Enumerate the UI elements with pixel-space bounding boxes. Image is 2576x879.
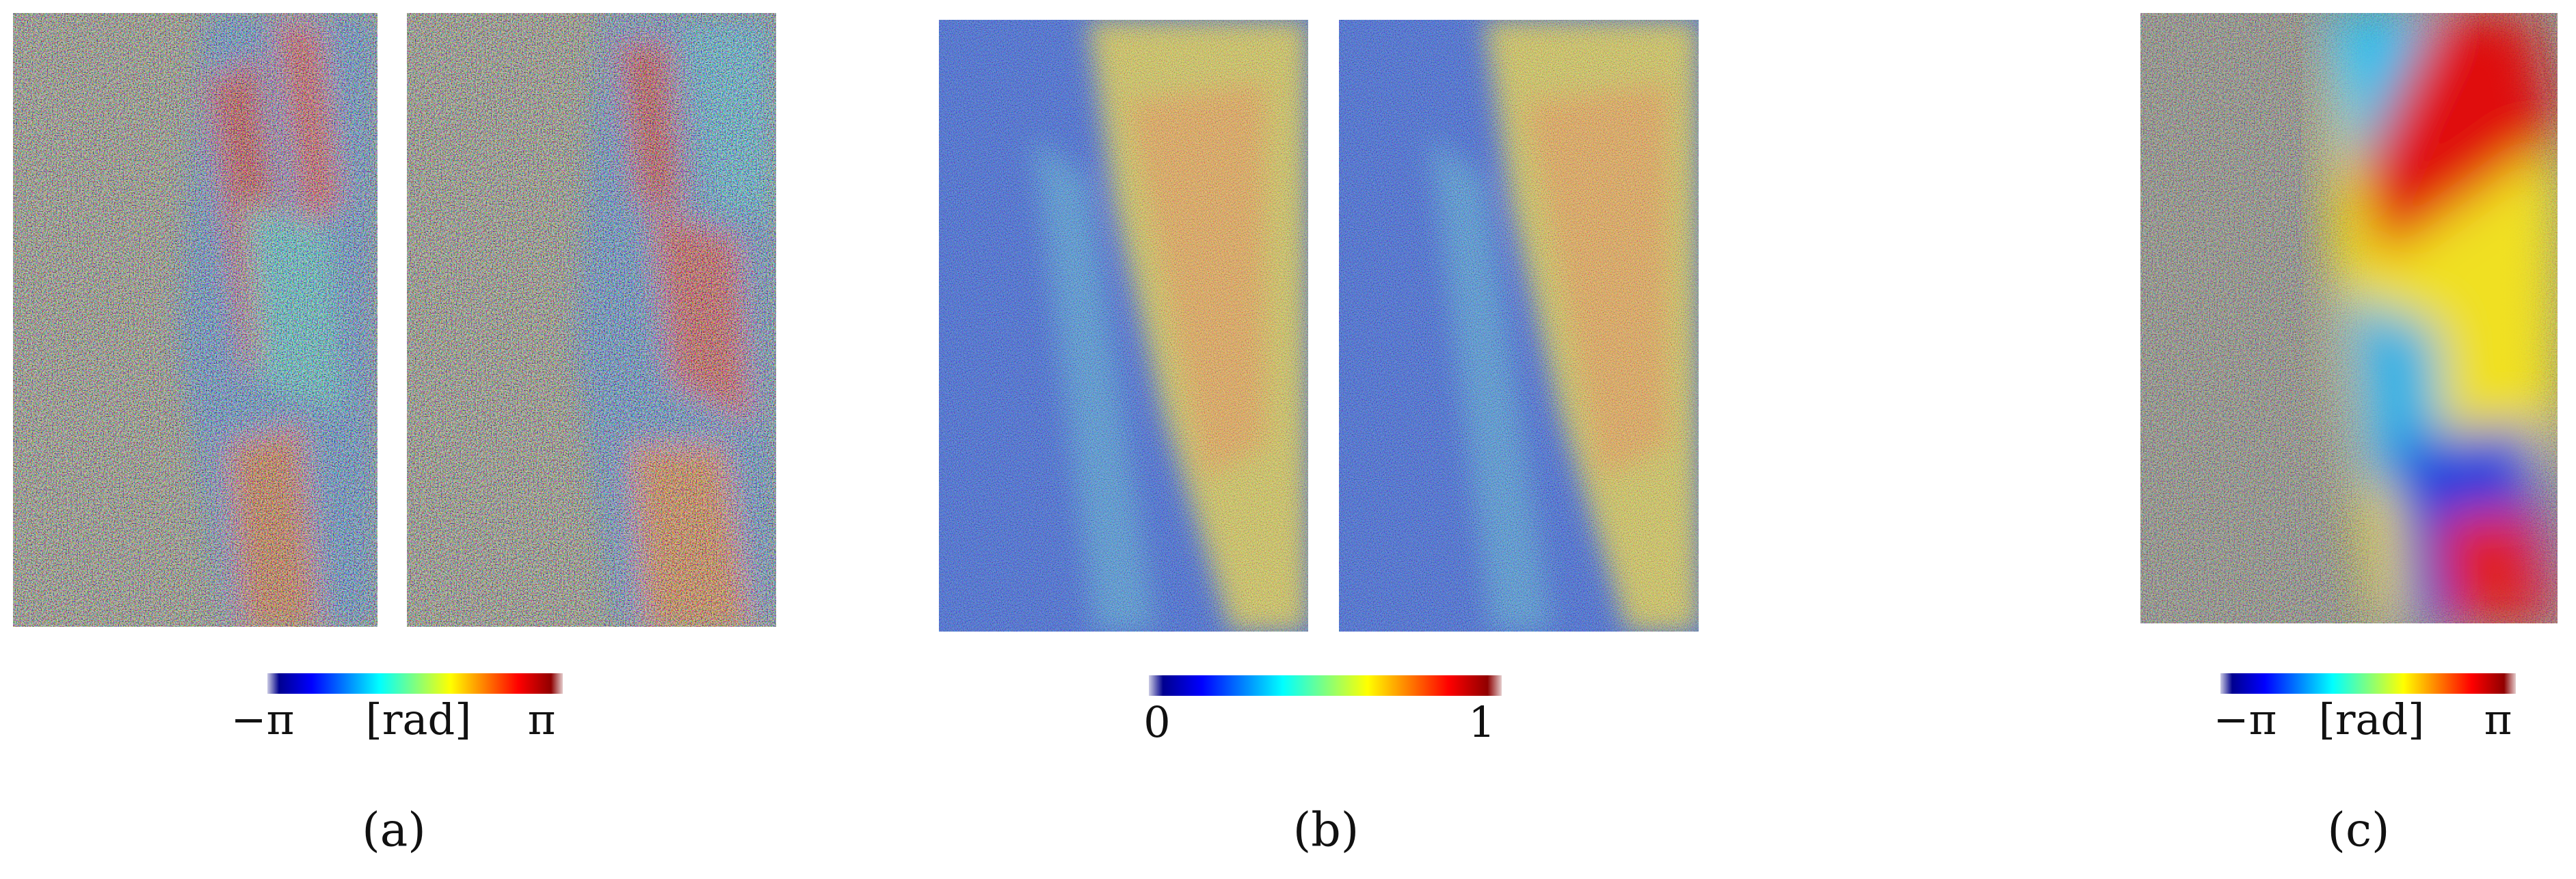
panel-caption: (a): [362, 804, 426, 858]
interferogram-image: [407, 13, 776, 627]
colorbar-max-label: π: [528, 694, 556, 744]
colorbar: [2220, 673, 2516, 694]
filtered-interferogram-image: [2140, 13, 2558, 623]
colorbar: [267, 673, 563, 694]
colorbar-min-label: 0: [1143, 697, 1170, 747]
panel-caption: (b): [1293, 804, 1359, 858]
coherence-image: [939, 20, 1308, 632]
colorbar-max-label: 1: [1468, 697, 1495, 747]
panel-caption: (c): [2327, 804, 2389, 858]
colorbar-min-label: −π: [231, 694, 295, 744]
colorbar-min-label: −π: [2214, 694, 2277, 744]
colorbar-max-label: π: [2484, 694, 2512, 744]
coherence-image: [1339, 20, 1699, 632]
colorbar: [1149, 675, 1502, 696]
interferogram-image: [13, 13, 377, 627]
colorbar-unit-label: [rad]: [2319, 694, 2425, 744]
colorbar-unit-label: [rad]: [366, 694, 472, 744]
